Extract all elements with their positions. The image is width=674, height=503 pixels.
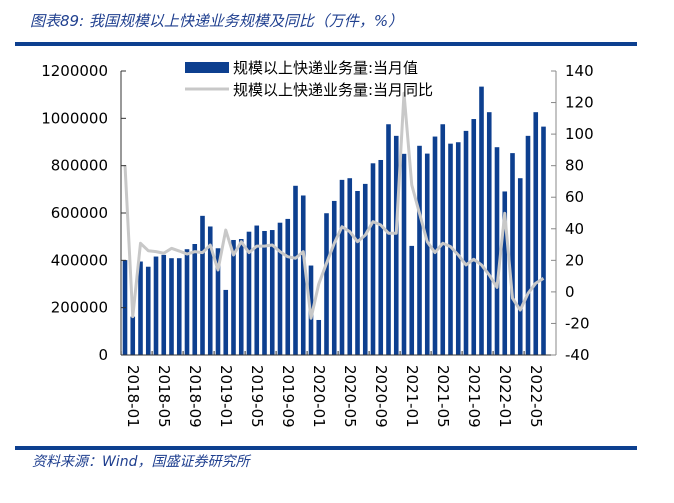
right-axis-tick-label: -20 <box>565 314 590 332</box>
right-axis-tick-label: 80 <box>565 157 584 175</box>
bar <box>486 112 492 356</box>
left-axis-tick-label: 1000000 <box>41 109 108 127</box>
bar <box>176 258 182 355</box>
bar <box>223 289 229 355</box>
bar <box>502 191 508 355</box>
bar <box>231 239 236 355</box>
bar <box>293 185 298 355</box>
bar <box>378 159 384 355</box>
right-axis-tick-label: 120 <box>565 94 594 112</box>
left-axis-tick-label: 800000 <box>51 157 108 175</box>
bar <box>316 319 322 355</box>
bar <box>448 143 453 355</box>
left-axis-tick-label: 1200000 <box>41 62 108 80</box>
bar <box>153 256 159 355</box>
bar <box>432 136 438 355</box>
bar <box>215 248 221 355</box>
right-axis-tick-label: -40 <box>565 346 590 364</box>
bar <box>192 244 198 355</box>
bar <box>424 153 430 355</box>
bar <box>169 258 174 355</box>
x-axis-tick-label: 2022-01 <box>496 365 514 428</box>
bar <box>525 135 531 355</box>
source-note: 资料来源：Wind，国盛证券研究所 <box>32 454 250 470</box>
bar <box>130 316 136 355</box>
bar <box>510 153 515 355</box>
bar <box>145 266 151 355</box>
bar <box>161 254 167 355</box>
bar <box>207 226 213 355</box>
bar <box>269 230 275 355</box>
source-rule <box>15 446 637 450</box>
legend-line-label: 规模以上快递业务量:当月同比 <box>233 81 433 99</box>
bar <box>417 145 422 355</box>
x-axis-tick-label: 2019-05 <box>248 365 266 428</box>
bar <box>331 200 337 355</box>
x-axis-tick-label: 2021-01 <box>403 365 421 428</box>
bar <box>479 86 484 356</box>
left-axis-tick-label: 600000 <box>51 204 108 222</box>
x-axis-tick-label: 2019-09 <box>279 365 297 428</box>
bar <box>471 119 477 355</box>
x-axis-tick-label: 2020-09 <box>372 365 390 428</box>
bar <box>238 239 244 355</box>
right-axis-tick-label: 20 <box>565 251 584 269</box>
bar <box>138 261 143 355</box>
figure-title: 图表89: 我国规模以上快递业务规模及同比（万件，%） <box>30 12 404 30</box>
bar <box>324 213 329 355</box>
bar <box>277 222 283 355</box>
title-rule <box>15 42 637 46</box>
bar <box>355 190 360 355</box>
bar <box>455 142 461 355</box>
x-axis-tick-label: 2018-09 <box>186 365 204 428</box>
bar <box>347 178 353 355</box>
x-axis-tick-label: 2020-01 <box>310 365 328 428</box>
bar <box>300 195 306 355</box>
right-axis-tick-label: 0 <box>565 283 575 301</box>
bar <box>254 225 260 355</box>
bar <box>386 124 391 355</box>
left-axis-tick-label: 400000 <box>51 251 108 269</box>
x-axis-tick-label: 2021-09 <box>465 365 483 428</box>
bar <box>262 230 267 355</box>
bar <box>184 249 190 355</box>
legend-bar-swatch <box>185 62 229 73</box>
bar <box>533 112 539 356</box>
bar <box>440 124 446 355</box>
bar <box>246 231 252 355</box>
bar <box>409 245 415 355</box>
bar <box>494 147 500 355</box>
yoy-line <box>123 91 545 320</box>
legend-bar-label: 规模以上快递业务量:当月值 <box>233 59 418 77</box>
bar <box>200 215 205 355</box>
bar <box>517 178 523 355</box>
left-axis-tick-label: 0 <box>98 346 108 364</box>
x-axis-tick-label: 2018-05 <box>155 365 173 428</box>
x-axis-tick-label: 2019-01 <box>217 365 235 428</box>
x-axis-tick-label: 2022-05 <box>527 365 545 428</box>
bar <box>541 126 546 355</box>
bar <box>370 163 376 355</box>
x-axis-tick-label: 2021-05 <box>434 365 452 428</box>
right-axis-tick-label: 40 <box>565 220 584 238</box>
bar <box>401 153 407 355</box>
bar <box>285 218 291 355</box>
right-axis-tick-label: 140 <box>565 62 594 80</box>
right-axis-tick-label: 60 <box>565 188 584 206</box>
bar <box>393 135 399 355</box>
right-axis-tick-label: 100 <box>565 125 594 143</box>
bar <box>339 179 345 355</box>
left-axis-tick-label: 200000 <box>51 299 108 317</box>
x-axis-tick-label: 2020-05 <box>341 365 359 428</box>
x-axis-tick-label: 2018-01 <box>124 365 142 428</box>
bar <box>463 130 469 355</box>
bar <box>362 183 368 355</box>
